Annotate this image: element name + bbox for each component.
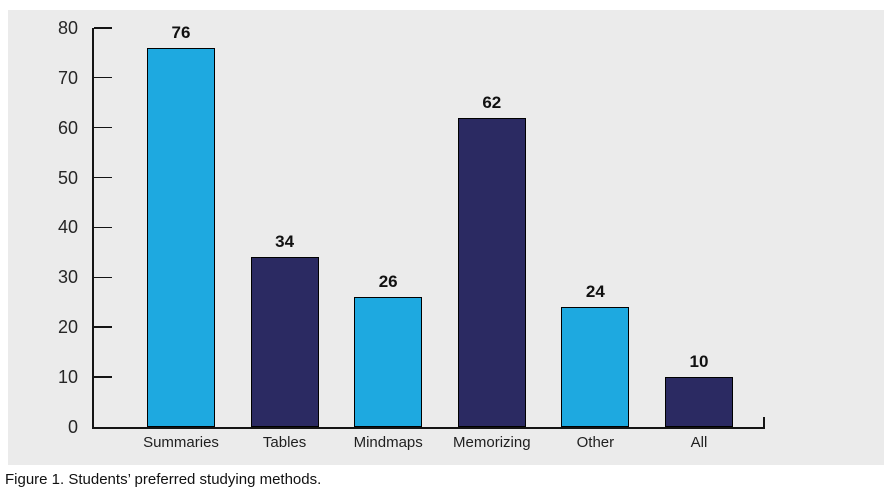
x-axis-label: Tables bbox=[262, 434, 307, 451]
y-tick bbox=[94, 376, 112, 378]
y-tick-label: 40 bbox=[57, 217, 78, 238]
y-tick-label: 80 bbox=[57, 17, 78, 38]
bar-value-label: 10 bbox=[689, 352, 709, 372]
x-axis-label: All bbox=[690, 434, 708, 451]
bar-tables bbox=[250, 257, 319, 427]
x-axis-end-tick bbox=[763, 417, 765, 427]
bar-value-label: 34 bbox=[275, 232, 295, 252]
bar-value-label: 26 bbox=[378, 272, 398, 292]
y-tick-label: 20 bbox=[57, 317, 78, 338]
figure-caption: Figure 1. Students’ preferred studying m… bbox=[5, 471, 322, 488]
y-tick-label: 60 bbox=[57, 117, 78, 138]
y-tick bbox=[94, 326, 112, 328]
bar-value-label: 76 bbox=[171, 22, 191, 42]
bar-mindmaps bbox=[354, 297, 423, 427]
y-tick bbox=[94, 226, 112, 229]
bar-all bbox=[665, 377, 733, 427]
x-axis-line bbox=[92, 427, 765, 429]
y-tick bbox=[94, 276, 112, 279]
x-axis-label: Mindmaps bbox=[353, 434, 423, 451]
bar-value-label: 24 bbox=[585, 282, 605, 302]
y-tick bbox=[94, 27, 112, 29]
x-axis-label: Other bbox=[576, 434, 615, 451]
bar-value-label: 62 bbox=[482, 92, 502, 112]
y-tick-label: 10 bbox=[57, 367, 78, 388]
x-axis-label: Memorizing bbox=[453, 434, 531, 451]
y-tick-label: 30 bbox=[57, 267, 78, 288]
y-tick bbox=[94, 76, 112, 79]
y-tick-label: 0 bbox=[67, 417, 78, 437]
y-axis-line bbox=[92, 27, 94, 429]
y-tick bbox=[94, 176, 112, 179]
x-axis-label: Summaries bbox=[143, 434, 219, 451]
y-tick-label: 50 bbox=[57, 167, 78, 188]
bar-other bbox=[561, 307, 630, 427]
bar-summaries bbox=[147, 47, 215, 427]
y-tick bbox=[94, 126, 112, 129]
y-tick-label: 70 bbox=[57, 67, 78, 88]
bar-memorizing bbox=[457, 117, 526, 427]
